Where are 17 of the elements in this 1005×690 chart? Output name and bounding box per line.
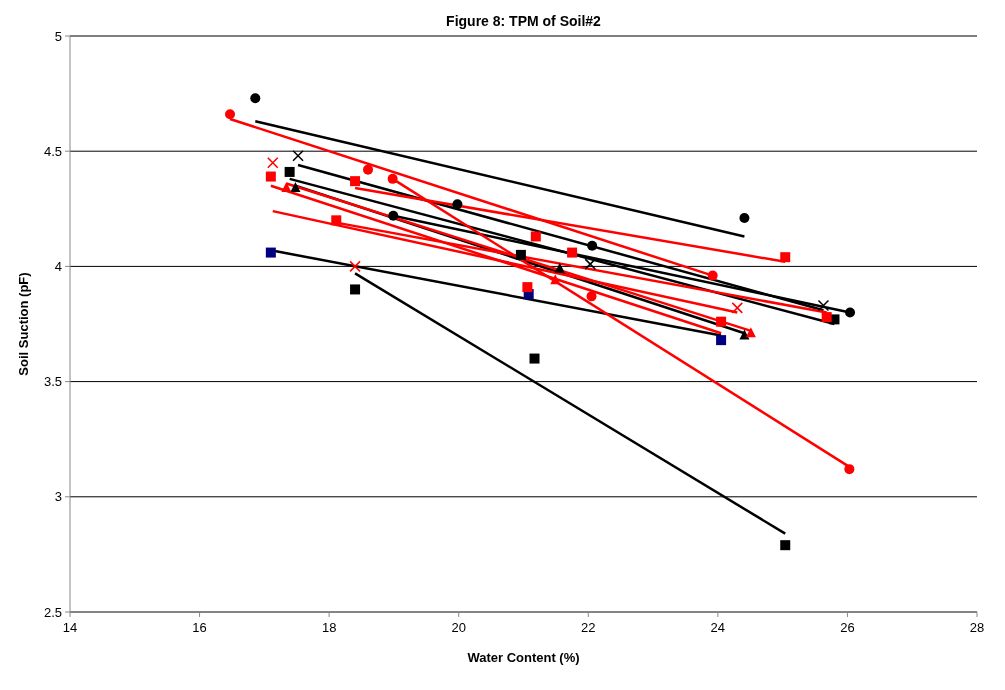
x-tick-label: 24 bbox=[710, 620, 726, 635]
x-tick-label: 16 bbox=[192, 620, 207, 635]
x-tick-label: 20 bbox=[451, 620, 466, 635]
x-tick-label: 26 bbox=[840, 620, 855, 635]
x-tick-label: 18 bbox=[321, 620, 337, 635]
y-tick-label: 5 bbox=[54, 28, 62, 44]
y-tick-label: 3 bbox=[54, 489, 62, 505]
y-tick-label: 2.5 bbox=[43, 604, 62, 620]
y-axis-title: Soil Suction (pF) bbox=[16, 272, 31, 376]
chart-title: Figure 8: TPM of Soil#2 bbox=[446, 13, 602, 29]
x-axis-title: Water Content (%) bbox=[467, 650, 580, 665]
x-tick-label: 22 bbox=[581, 620, 596, 635]
y-tick-label: 3.5 bbox=[43, 374, 62, 390]
x-tick-label: 14 bbox=[62, 620, 78, 635]
y-tick-label: 4.5 bbox=[43, 143, 62, 159]
y-tick-label: 4 bbox=[54, 258, 62, 274]
x-tick-label: 28 bbox=[969, 620, 985, 635]
